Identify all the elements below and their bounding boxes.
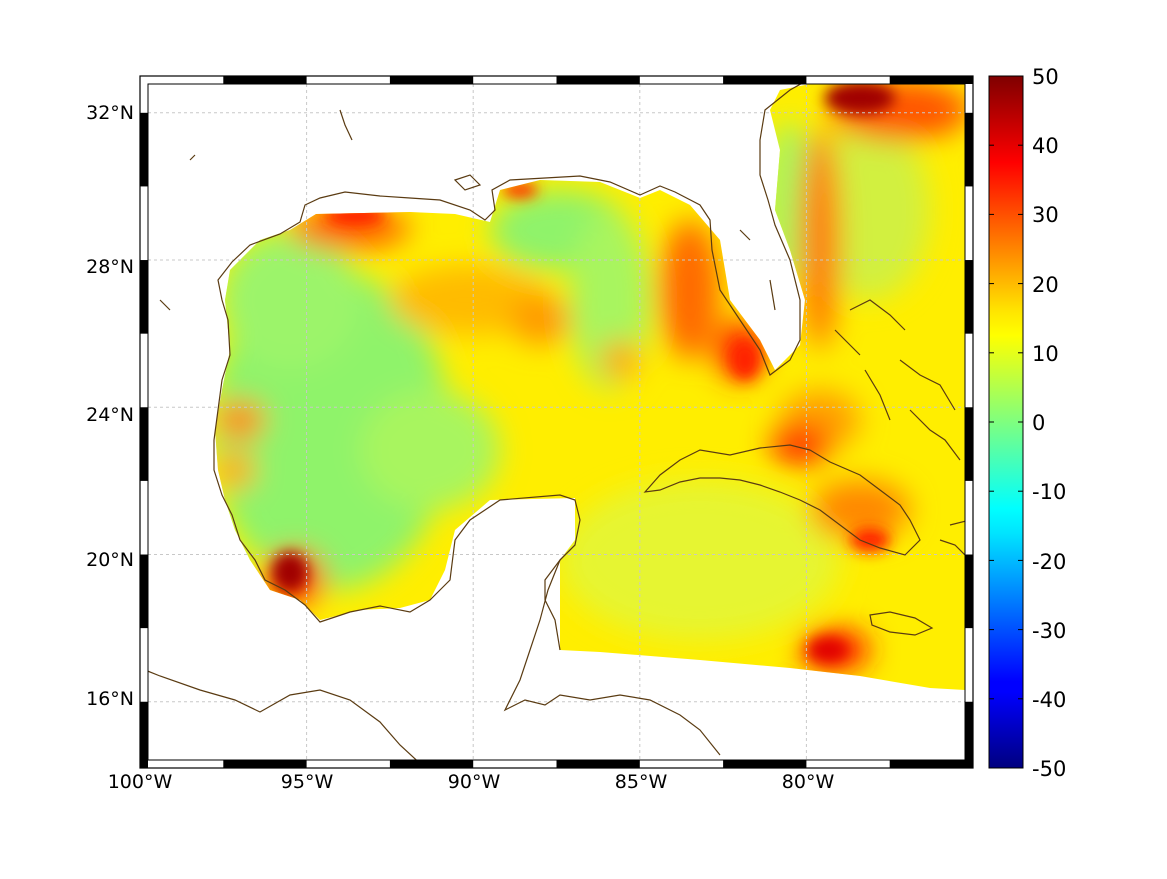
colorbar-tick-label: 30: [1032, 203, 1059, 227]
colorbar-labels: 50 40 30 20 10 0 -10 -20 -30 -40 -50: [1032, 65, 1066, 781]
coastline-islands: [159, 109, 776, 311]
colorbar-tick-label: -40: [1032, 688, 1066, 712]
frame-check: [965, 701, 973, 768]
lon-tick-label: 85°W: [615, 771, 668, 793]
lon-tick-label: 80°W: [782, 771, 835, 793]
anomaly-field: [215, 84, 965, 690]
lon-tick-label: 95°W: [281, 771, 334, 793]
frame-check: [140, 260, 148, 334]
lon-tick-label: 90°W: [448, 771, 501, 793]
lat-tick-label: 24°N: [86, 404, 134, 426]
colorbar-tick-label: -20: [1032, 550, 1066, 574]
frame-check: [223, 76, 307, 84]
frame-check: [965, 554, 973, 629]
frame-check: [965, 260, 973, 334]
colorbar-ticks: [989, 75, 1023, 769]
colorbar-tick-label: -30: [1032, 619, 1066, 643]
frame-check: [889, 760, 973, 768]
colorbar-tick-label: -10: [1032, 480, 1066, 504]
frame-checks: [140, 76, 973, 768]
frame-check: [389, 760, 474, 768]
coastline-hispaniola: [939, 520, 965, 556]
frame-check: [556, 76, 640, 84]
frame-check: [140, 112, 148, 187]
colorbar-tick-label: 10: [1032, 342, 1059, 366]
colorbar: 50 40 30 20 10 0 -10 -20 -30 -40 -50: [988, 65, 1066, 781]
coastline-cuba: [643, 444, 921, 556]
gridlines: [148, 84, 965, 760]
lat-tick-label: 28°N: [86, 256, 134, 278]
colorbar-tick-label: -50: [1032, 757, 1066, 781]
colorbar-tick-label: 20: [1032, 273, 1059, 297]
frame-check: [965, 407, 973, 481]
frame-check: [889, 76, 973, 84]
longitude-labels: 100°W 95°W 90°W 85°W 80°W: [108, 771, 835, 793]
frame-check: [140, 554, 148, 629]
map-frame: [139, 75, 974, 769]
colorbar-tick-label: 50: [1032, 65, 1059, 89]
coastline-gulf-us-mexico: [148, 84, 802, 760]
coastline-bahamas: [834, 299, 961, 461]
lat-tick-label: 32°N: [86, 102, 134, 124]
field-peaks: [272, 84, 895, 662]
colorbar-gradient: [988, 75, 1024, 769]
frame-check: [965, 112, 973, 187]
lat-tick-label: 16°N: [86, 688, 134, 710]
lon-tick-label: 100°W: [108, 771, 173, 793]
frame-check: [389, 76, 474, 84]
frame-check: [723, 760, 807, 768]
frame-check: [223, 760, 307, 768]
coastline-yucatan: [503, 544, 721, 756]
lat-tick-label: 20°N: [86, 549, 134, 571]
frame-check: [723, 76, 807, 84]
colorbar-tick-label: 0: [1032, 411, 1045, 435]
latitude-labels: 16°N 20°N 24°N 28°N 32°N: [86, 102, 134, 710]
frame-check: [140, 701, 148, 768]
frame-check: [556, 760, 640, 768]
coastline-jamaica: [869, 611, 934, 636]
frame-check: [140, 407, 148, 481]
colorbar-tick-label: 40: [1032, 134, 1059, 158]
coastlines: [148, 84, 965, 760]
